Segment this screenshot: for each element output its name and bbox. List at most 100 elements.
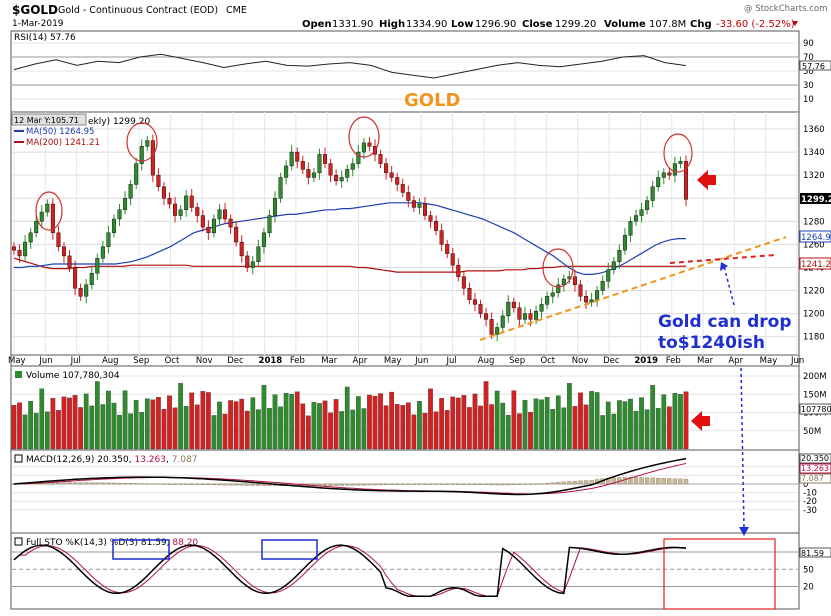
macd-tags: 20.350 13.263 7.087 bbox=[799, 453, 831, 484]
volume-bar bbox=[22, 414, 28, 450]
volume-bar bbox=[661, 394, 667, 450]
time-tick: Aug bbox=[102, 356, 119, 366]
crosshair-tag-text: 12 Mar Y:105.71 bbox=[14, 116, 79, 125]
macd-hist-bar bbox=[522, 483, 528, 485]
volume-bar bbox=[461, 395, 467, 450]
time-tick: Sep bbox=[133, 356, 149, 366]
candle-body bbox=[234, 226, 239, 243]
volume-bar bbox=[650, 384, 656, 450]
macd-hist-bar bbox=[583, 480, 589, 485]
candle-body bbox=[34, 221, 39, 234]
rsi-value-tag-text: 57.76 bbox=[802, 62, 825, 71]
candle-body bbox=[28, 232, 33, 243]
volume-bar bbox=[206, 392, 211, 450]
candle-body bbox=[184, 195, 189, 210]
crosshair-tag bbox=[11, 113, 87, 126]
candle-body bbox=[173, 203, 178, 216]
macd-hist-bar bbox=[345, 483, 350, 486]
candle-body bbox=[139, 146, 144, 164]
volume-bar bbox=[433, 411, 439, 450]
rsi-axis: 90 70 50 30 10 bbox=[803, 39, 814, 105]
volume-bar bbox=[666, 406, 672, 450]
rsi-label: RSI(14) 57.76 bbox=[14, 33, 76, 43]
time-tick: Jul bbox=[445, 356, 456, 366]
candle-body bbox=[300, 161, 305, 170]
volume-bar bbox=[156, 397, 161, 450]
macd-hist-bar bbox=[683, 478, 689, 485]
rising-trendline bbox=[479, 236, 787, 341]
candle-body bbox=[439, 230, 444, 245]
price-tick: 1320 bbox=[803, 171, 825, 181]
macd-hist-bar bbox=[439, 483, 444, 485]
sto-legend-swatch bbox=[14, 537, 23, 546]
volume-bar bbox=[217, 401, 222, 450]
volume-bar bbox=[283, 393, 289, 450]
candle-body bbox=[356, 151, 361, 164]
macd-legend-swatch bbox=[14, 454, 23, 463]
volume-bar bbox=[56, 410, 61, 450]
macd-hist-bar bbox=[533, 483, 539, 485]
macd-hist-bar bbox=[233, 483, 239, 486]
volume-bar bbox=[439, 398, 444, 450]
candle-body bbox=[17, 249, 22, 257]
macd-hist-bar bbox=[517, 483, 522, 485]
low-label: Low bbox=[451, 19, 473, 30]
ma50-legend: MA(50) 1264.95 bbox=[26, 127, 94, 137]
volume-bar bbox=[489, 404, 494, 450]
candle-body bbox=[417, 203, 422, 208]
macd-hist-bar bbox=[89, 482, 94, 485]
macd-hist-bar bbox=[189, 483, 194, 485]
volume-bar bbox=[467, 407, 472, 450]
candle-body bbox=[56, 232, 61, 247]
signal-tag-text: 13.263 bbox=[801, 464, 829, 473]
volume-bar bbox=[228, 400, 233, 450]
candle-body bbox=[84, 284, 89, 297]
annotation-arrowhead-icon bbox=[720, 262, 728, 271]
macd-tick: -30 bbox=[803, 506, 817, 516]
candle-body bbox=[561, 278, 566, 285]
volume-value: 107.8M bbox=[649, 19, 686, 30]
time-tick: May bbox=[760, 356, 778, 366]
candle-body bbox=[400, 184, 405, 193]
instrument-name: Gold - Continuous Contract (EOD) bbox=[58, 5, 218, 16]
volume-bar bbox=[289, 394, 295, 450]
close-label: Close bbox=[522, 19, 553, 30]
time-tick: Dec bbox=[227, 356, 244, 366]
candle-body bbox=[323, 154, 328, 164]
volume-bar bbox=[583, 404, 589, 450]
volume-bar bbox=[355, 396, 361, 450]
candle-body bbox=[200, 215, 205, 228]
volume-bar bbox=[94, 381, 100, 450]
volume-bar bbox=[511, 390, 517, 450]
volume-bar bbox=[350, 409, 356, 450]
watermark: @ StockCharts.com bbox=[744, 4, 827, 14]
volume-bar bbox=[278, 406, 283, 450]
candle-body bbox=[11, 246, 16, 251]
macd-tick: 0 bbox=[803, 480, 808, 490]
volume-bar bbox=[100, 404, 106, 450]
open-label: Open bbox=[302, 19, 332, 30]
macd-hist-bar bbox=[622, 477, 628, 485]
macd-hist-bar bbox=[200, 483, 205, 485]
candle-body bbox=[295, 151, 300, 162]
candle-body bbox=[339, 177, 344, 182]
macd-line bbox=[13, 457, 687, 496]
candle-body bbox=[128, 184, 133, 199]
volume-bar bbox=[500, 402, 506, 450]
volume-bar bbox=[411, 414, 417, 450]
target-dashed-arrow bbox=[740, 367, 745, 529]
hist-tag bbox=[799, 473, 831, 484]
macd-hist-bar bbox=[639, 477, 644, 485]
macd-hist-bar bbox=[361, 483, 367, 486]
macd-hist-bar bbox=[400, 483, 405, 485]
macd-hist-bar bbox=[556, 482, 561, 485]
candle-body bbox=[656, 177, 661, 187]
annotation-line2: to$1240ish bbox=[658, 333, 765, 353]
macd-hist-bar bbox=[467, 483, 472, 485]
volume-bar bbox=[544, 397, 550, 450]
candle-body bbox=[217, 209, 222, 220]
candle-body bbox=[278, 177, 283, 199]
time-tick: Jun bbox=[38, 356, 52, 366]
macd-hist-bar bbox=[161, 483, 167, 485]
